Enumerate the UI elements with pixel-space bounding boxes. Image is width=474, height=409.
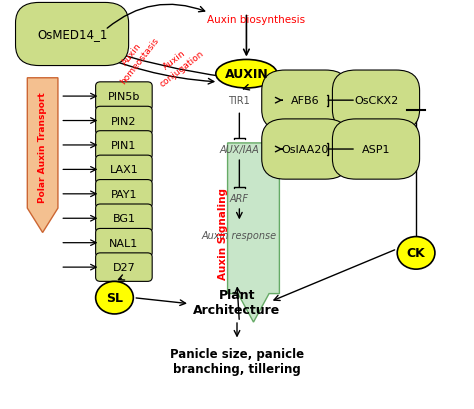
FancyBboxPatch shape	[262, 71, 349, 131]
Text: ASP1: ASP1	[362, 145, 390, 155]
Text: TIR1: TIR1	[228, 96, 250, 106]
Ellipse shape	[216, 60, 277, 89]
Text: CK: CK	[407, 247, 426, 260]
FancyBboxPatch shape	[96, 83, 152, 111]
Text: OsMED14_1: OsMED14_1	[37, 28, 107, 41]
Text: Panicle size, panicle
branching, tillering: Panicle size, panicle branching, tilleri…	[170, 347, 304, 375]
Text: Auxin
homeostasis: Auxin homeostasis	[110, 29, 161, 86]
Text: AUX/IAA: AUX/IAA	[219, 145, 259, 155]
Text: OsCKX2: OsCKX2	[354, 96, 398, 106]
Text: Auxin response: Auxin response	[202, 230, 277, 240]
Text: BG1: BG1	[112, 214, 136, 224]
Text: Plant
Architecture: Plant Architecture	[193, 288, 281, 316]
Text: NAL1: NAL1	[109, 238, 138, 248]
FancyBboxPatch shape	[96, 253, 152, 282]
Text: Auxin
conjugation: Auxin conjugation	[151, 40, 205, 88]
Text: SL: SL	[106, 292, 123, 304]
FancyBboxPatch shape	[332, 119, 419, 180]
Text: LAX1: LAX1	[109, 165, 138, 175]
Polygon shape	[228, 144, 279, 322]
Text: Auxin biosynthesis: Auxin biosynthesis	[207, 15, 305, 25]
FancyBboxPatch shape	[96, 156, 152, 184]
FancyBboxPatch shape	[332, 71, 419, 131]
FancyBboxPatch shape	[16, 3, 128, 66]
Text: OsIAA20: OsIAA20	[282, 145, 329, 155]
Text: PAY1: PAY1	[110, 189, 137, 199]
FancyBboxPatch shape	[96, 131, 152, 160]
Text: PIN1: PIN1	[111, 141, 137, 151]
FancyBboxPatch shape	[96, 107, 152, 135]
FancyBboxPatch shape	[262, 119, 349, 180]
Polygon shape	[27, 79, 58, 233]
Text: AUXIN: AUXIN	[225, 68, 268, 81]
Text: ARF: ARF	[230, 193, 249, 203]
Text: Polar Auxin Transport: Polar Auxin Transport	[38, 92, 47, 203]
FancyBboxPatch shape	[96, 180, 152, 209]
Text: D27: D27	[112, 263, 135, 272]
Text: AFB6: AFB6	[291, 96, 319, 106]
Circle shape	[96, 282, 133, 314]
Text: PIN5b: PIN5b	[108, 92, 140, 102]
Text: PIN2: PIN2	[111, 116, 137, 126]
Text: Auxin Signaling: Auxin Signaling	[218, 187, 228, 279]
FancyBboxPatch shape	[96, 229, 152, 257]
FancyBboxPatch shape	[96, 204, 152, 233]
Circle shape	[397, 237, 435, 270]
